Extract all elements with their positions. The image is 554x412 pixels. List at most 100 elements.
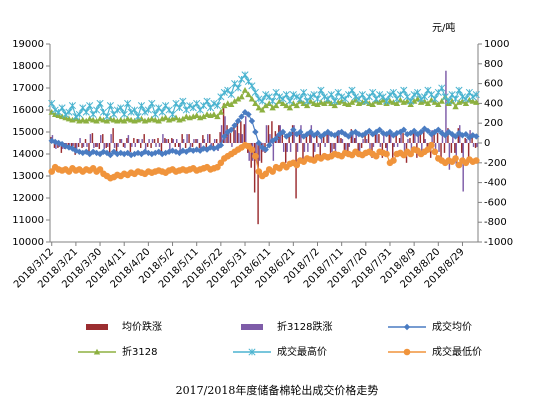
point: [472, 91, 480, 99]
bar: [82, 143, 85, 147]
point: [152, 116, 159, 123]
bar: [464, 138, 466, 143]
point: [307, 128, 314, 136]
bar: [322, 134, 325, 143]
point: [338, 98, 345, 104]
point: [452, 103, 459, 110]
bar: [272, 143, 275, 161]
point: [341, 100, 349, 106]
point: [431, 95, 439, 103]
bar: [260, 143, 263, 163]
point: [431, 148, 439, 156]
point: [376, 126, 383, 133]
y2-tick-label: 1000: [484, 39, 509, 50]
bar: [253, 143, 256, 193]
bar: [122, 143, 125, 147]
point: [265, 100, 273, 106]
point: [79, 104, 87, 112]
point: [272, 102, 280, 109]
bar: [72, 143, 74, 146]
point: [238, 113, 245, 120]
point: [338, 128, 345, 136]
point: [144, 106, 152, 114]
bar: [303, 143, 306, 152]
point: [224, 86, 232, 94]
bar: [108, 143, 111, 153]
y2-tick-label: 0: [484, 138, 490, 149]
point: [390, 99, 397, 105]
bar: [143, 134, 145, 143]
point: [279, 100, 287, 106]
bar: [443, 143, 446, 153]
bar: [236, 123, 239, 143]
bar: [112, 128, 114, 143]
bar: [347, 143, 349, 153]
point: [272, 135, 280, 142]
point: [455, 86, 463, 94]
point: [96, 115, 104, 122]
bar: [227, 133, 230, 143]
bar: [386, 143, 388, 156]
bar: [471, 133, 473, 143]
point: [341, 95, 349, 103]
bar: [358, 143, 361, 156]
point: [317, 99, 325, 105]
point: [376, 91, 384, 99]
point: [127, 116, 135, 123]
point: [269, 97, 277, 105]
point: [369, 88, 377, 96]
point: [217, 142, 225, 149]
bar: [269, 134, 271, 143]
point: [179, 115, 187, 122]
point: [217, 109, 225, 115]
point: [58, 113, 66, 120]
bar: [75, 143, 78, 149]
point: [351, 93, 360, 101]
bar: [177, 143, 180, 147]
point: [290, 126, 297, 133]
bar: [89, 134, 92, 143]
legend-marker: [93, 348, 101, 355]
point: [238, 93, 245, 100]
point: [445, 128, 452, 136]
bar: [150, 143, 152, 148]
point: [414, 95, 421, 102]
bar: [200, 143, 202, 151]
bar: [414, 130, 416, 143]
point: [221, 133, 228, 140]
point: [51, 111, 59, 117]
bar: [229, 133, 232, 143]
bar: [129, 143, 132, 152]
point: [228, 101, 235, 108]
legend-swatch: [241, 324, 263, 330]
y-tick-label: 10000: [12, 237, 44, 248]
point: [89, 110, 97, 118]
point: [376, 99, 383, 105]
bar: [317, 143, 319, 147]
bar: [250, 143, 252, 168]
bar: [302, 143, 304, 161]
bar: [338, 130, 340, 143]
point: [424, 86, 432, 94]
point: [289, 91, 297, 99]
bar: [396, 143, 399, 147]
point: [435, 126, 442, 133]
point: [110, 110, 118, 118]
point: [220, 88, 228, 96]
point: [168, 110, 177, 118]
point: [382, 97, 391, 105]
bar: [219, 132, 221, 143]
bar: [419, 133, 422, 143]
point: [473, 133, 480, 140]
point: [417, 95, 425, 103]
point: [404, 98, 411, 104]
point: [200, 113, 207, 120]
bar: [158, 143, 161, 147]
point: [458, 93, 467, 101]
point: [293, 93, 301, 101]
bar: [103, 143, 105, 149]
bar: [462, 143, 464, 192]
point: [248, 117, 256, 125]
point: [252, 128, 259, 136]
point: [403, 93, 411, 101]
